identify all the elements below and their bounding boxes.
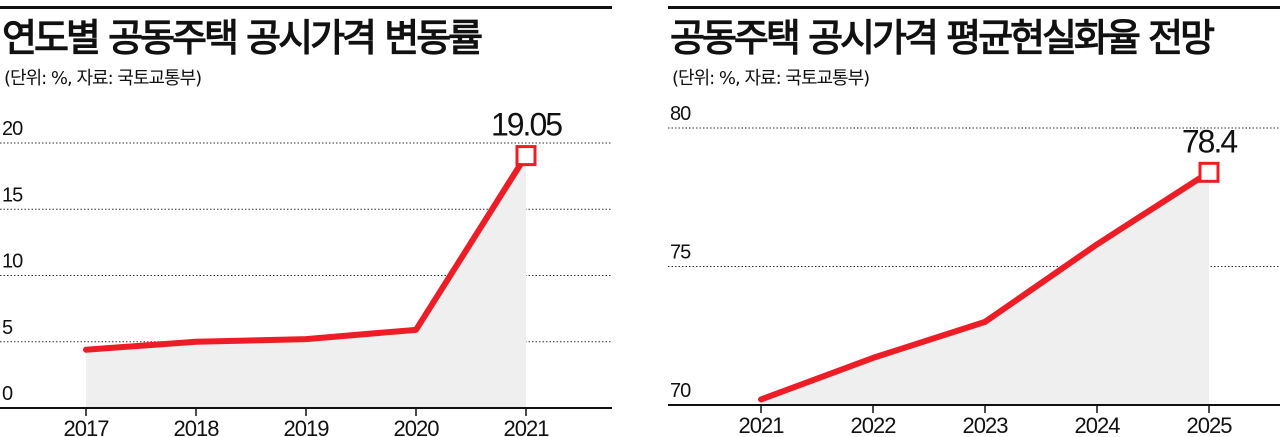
data-label: 78.4 xyxy=(1182,123,1237,159)
y-tick-label: 20 xyxy=(2,118,23,140)
realization-rate-chart-panel: 공동주택 공시가격 평균현실화율 전망 (단위: %, 자료: 국토교통부) 7… xyxy=(668,0,1280,437)
chart-title: 연도별 공동주택 공시가격 변동률 xyxy=(2,16,483,60)
y-tick-label: 15 xyxy=(2,184,23,206)
y-tick-label: 0 xyxy=(2,383,13,405)
highlight-marker xyxy=(515,145,537,167)
series-area xyxy=(761,172,1209,405)
y-tick-label: 80 xyxy=(670,103,691,125)
chart-subtitle: (단위: %, 자료: 국토교통부) xyxy=(672,68,870,89)
data-point xyxy=(415,328,417,331)
y-tick-label: 70 xyxy=(670,380,691,402)
x-tick-label: 2024 xyxy=(1075,413,1121,437)
data-point xyxy=(305,338,307,341)
x-tick-label: 2025 xyxy=(1187,413,1233,437)
data-point xyxy=(1096,243,1098,246)
rate-change-chart-panel: 연도별 공동주택 공시가격 변동률 (단위: %, 자료: 국토교통부) 0 5 1… xyxy=(0,0,612,437)
y-tick-label: 5 xyxy=(2,317,13,339)
x-tick-label: 2020 xyxy=(394,416,440,437)
chart-subtitle: (단위: %, 자료: 국토교통부) xyxy=(4,68,202,89)
top-rule xyxy=(668,6,1280,9)
x-tick-label: 2021 xyxy=(739,413,785,437)
data-point xyxy=(872,356,874,359)
highlight-marker xyxy=(1198,161,1220,183)
x-tick-label: 2022 xyxy=(851,413,897,437)
realization-rate-chart: 70 75 80 2021 2022 2023 2024 2025 78.4 xyxy=(668,103,1280,437)
chart-title: 공동주택 공시가격 평균현실화율 전망 xyxy=(670,16,1215,60)
data-point xyxy=(760,398,762,401)
data-label: 19.05 xyxy=(491,107,562,143)
x-tick-label: 2021 xyxy=(504,416,550,437)
data-point xyxy=(195,340,197,343)
x-tick-label: 2017 xyxy=(64,416,110,437)
y-tick-label: 75 xyxy=(670,242,691,264)
x-tick-label: 2023 xyxy=(963,413,1009,437)
x-tick-label: 2019 xyxy=(284,416,330,437)
x-tick-label: 2018 xyxy=(174,416,220,437)
series-area xyxy=(86,155,526,408)
top-rule xyxy=(0,6,612,9)
y-tick-label: 10 xyxy=(2,251,23,273)
rate-change-chart: 0 5 10 15 20 2017 2018 2019 2020 2021 19.05 xyxy=(0,107,612,437)
data-point xyxy=(984,320,986,323)
data-point xyxy=(85,348,87,351)
